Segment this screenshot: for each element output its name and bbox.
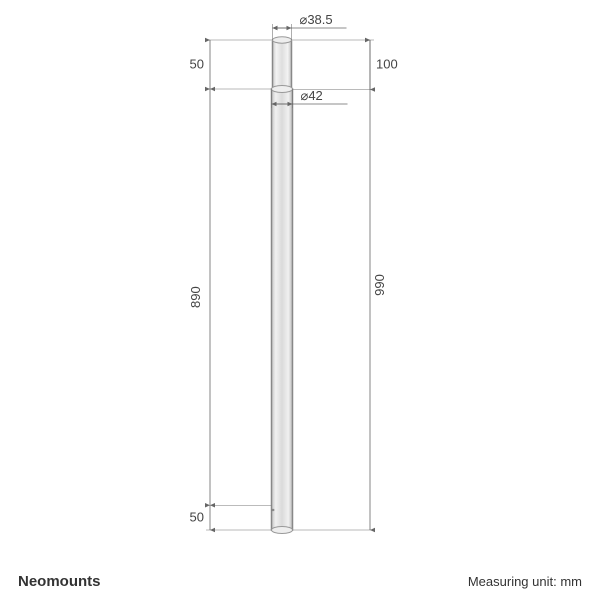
dim-left-890: 890 — [188, 286, 203, 308]
technical-drawing: ⌀38.5 ⌀42 50 890 50 100 990 Neomounts Measurin… — [0, 0, 600, 600]
dim-diameter-top: ⌀38.5 — [300, 12, 333, 27]
tube-top-cap — [273, 37, 292, 43]
dim-left-50-top: 50 — [190, 57, 204, 72]
dim-diameter-mid: ⌀42 — [301, 88, 323, 103]
brand-label: Neomounts — [18, 573, 101, 590]
dim-left-50-bot: 50 — [190, 510, 204, 525]
unit-label: Measuring unit: mm — [468, 574, 582, 589]
tube-bottom-cap — [272, 527, 293, 534]
tube-upper — [273, 40, 292, 89]
tube-lower — [272, 89, 293, 530]
dim-right-990: 990 — [372, 274, 387, 296]
dim-right-100: 100 — [376, 57, 398, 72]
tube-step — [272, 86, 293, 93]
